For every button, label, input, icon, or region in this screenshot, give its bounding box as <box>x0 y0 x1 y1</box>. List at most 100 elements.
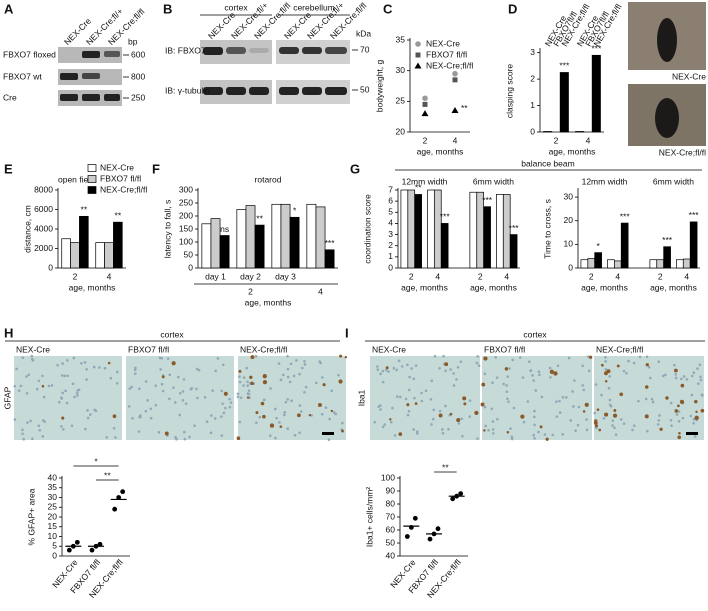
legend-label: NEX-Cre;fl/fl <box>100 184 147 194</box>
nucleus <box>13 418 17 421</box>
nucleus <box>593 411 597 415</box>
y-axis-label: bodyweight, g <box>374 60 384 113</box>
nucleus <box>303 390 306 394</box>
nucleus <box>611 424 614 427</box>
nucleus <box>631 428 634 432</box>
nucleus <box>157 430 161 434</box>
nucleus <box>334 412 338 416</box>
nucleus <box>496 417 499 421</box>
scale-bar <box>686 432 698 435</box>
micrograph-bg <box>482 356 592 440</box>
nucleus <box>432 417 435 421</box>
nucleus <box>86 416 90 420</box>
nucleus <box>373 420 377 424</box>
stained-cell <box>539 425 543 429</box>
stained-cell <box>695 410 698 414</box>
image-label: NEX-Cre <box>372 344 406 354</box>
nucleus <box>246 380 249 383</box>
stained-cell <box>296 413 301 418</box>
nucleus <box>647 365 651 369</box>
nucleus <box>551 433 555 437</box>
stained-cell <box>322 383 326 387</box>
nucleus <box>537 370 541 374</box>
y-tick-label: 20 <box>564 215 574 225</box>
stained-cell <box>678 431 681 435</box>
nucleus <box>468 415 471 418</box>
y-tick-label: 4000 <box>34 223 53 233</box>
stained-cell <box>438 413 443 418</box>
nucleus <box>203 396 207 399</box>
bar <box>656 259 665 269</box>
stained-cell <box>613 409 617 412</box>
bar <box>113 221 123 269</box>
nucleus <box>585 418 588 421</box>
nucleus <box>565 396 568 399</box>
stained-cell <box>238 369 242 373</box>
stained-cell <box>677 435 682 440</box>
nucleus <box>567 356 571 360</box>
stained-cell <box>481 382 486 387</box>
nucleus <box>681 416 685 420</box>
size-label: 800 <box>131 71 145 81</box>
nucleus <box>196 396 199 400</box>
nucleus <box>526 400 530 403</box>
stained-cell <box>549 369 555 374</box>
nucleus <box>177 375 180 379</box>
nucleus <box>441 431 445 435</box>
nucleus <box>494 355 497 359</box>
stained-cell <box>41 384 45 388</box>
group-label: 2 <box>248 286 253 296</box>
y-tick-label: 0 <box>388 262 393 272</box>
nucleus <box>321 376 324 379</box>
nucleus <box>540 395 544 399</box>
nucleus <box>130 385 133 389</box>
nucleus <box>532 379 536 382</box>
nucleus <box>76 394 79 397</box>
stained-cell <box>582 410 586 413</box>
nucleus <box>518 356 522 359</box>
nucleus <box>537 430 540 434</box>
micrograph-bg <box>238 356 346 440</box>
stained-cell <box>444 362 449 367</box>
nucleus <box>127 405 131 408</box>
group-label: 12mm width <box>582 176 628 186</box>
x-tick-label: 4 <box>435 271 440 281</box>
nucleus <box>293 433 297 437</box>
nucleus <box>161 389 165 393</box>
row-label: FBXO7 floxed <box>3 49 56 59</box>
nucleus <box>690 374 694 378</box>
data-point <box>450 496 456 502</box>
nucleus <box>109 376 113 380</box>
nucleus <box>236 395 240 399</box>
y-tick-label: 2 <box>530 73 535 83</box>
stained-cell <box>308 413 312 417</box>
data-point <box>74 539 80 545</box>
nucleus <box>644 397 648 401</box>
nucleus <box>149 416 153 420</box>
nucleus <box>47 384 51 388</box>
nucleus <box>461 434 464 438</box>
row-label: IB: γ-tubulin <box>165 85 210 95</box>
nucleus <box>220 434 224 437</box>
nucleus <box>75 391 79 395</box>
nucleus <box>412 377 416 381</box>
marker <box>452 70 458 77</box>
nucleus <box>168 373 172 377</box>
nucleus <box>182 378 186 381</box>
nucleus <box>651 400 655 404</box>
photo-label: NEX-Cre <box>672 71 706 81</box>
nucleus <box>216 357 220 360</box>
bar <box>509 234 518 269</box>
nucleus <box>521 376 525 379</box>
data-point <box>435 526 441 532</box>
nucleus <box>183 430 186 434</box>
nucleus <box>303 359 306 363</box>
nucleus <box>438 409 442 413</box>
nucleus <box>404 397 408 401</box>
nucleus <box>268 434 272 438</box>
nucleus <box>220 389 223 393</box>
nucleus <box>26 421 29 424</box>
group-label: 6mm width <box>473 176 514 186</box>
data-point <box>454 493 460 499</box>
nucleus <box>278 421 281 424</box>
